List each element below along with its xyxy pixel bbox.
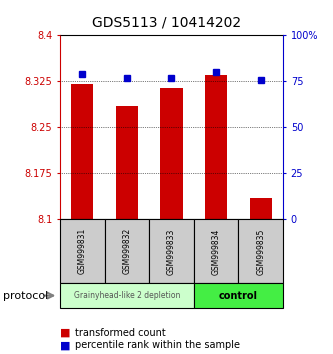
Bar xyxy=(71,85,93,219)
Text: protocol: protocol xyxy=(3,291,49,301)
Text: ■: ■ xyxy=(60,328,71,338)
Text: GSM999831: GSM999831 xyxy=(78,228,87,274)
Text: ■: ■ xyxy=(60,340,71,350)
Bar xyxy=(116,106,138,219)
Text: Grainyhead-like 2 depletion: Grainyhead-like 2 depletion xyxy=(74,291,180,300)
Text: GSM999832: GSM999832 xyxy=(122,228,132,274)
Text: control: control xyxy=(219,291,258,301)
Text: GSM999833: GSM999833 xyxy=(167,228,176,275)
Text: GSM999835: GSM999835 xyxy=(256,228,265,275)
Bar xyxy=(161,87,182,219)
Bar xyxy=(249,198,272,219)
Bar xyxy=(205,75,227,219)
Text: GDS5113 / 10414202: GDS5113 / 10414202 xyxy=(92,16,241,30)
Text: GSM999834: GSM999834 xyxy=(211,228,221,275)
Text: percentile rank within the sample: percentile rank within the sample xyxy=(75,340,240,350)
Text: transformed count: transformed count xyxy=(75,328,166,338)
